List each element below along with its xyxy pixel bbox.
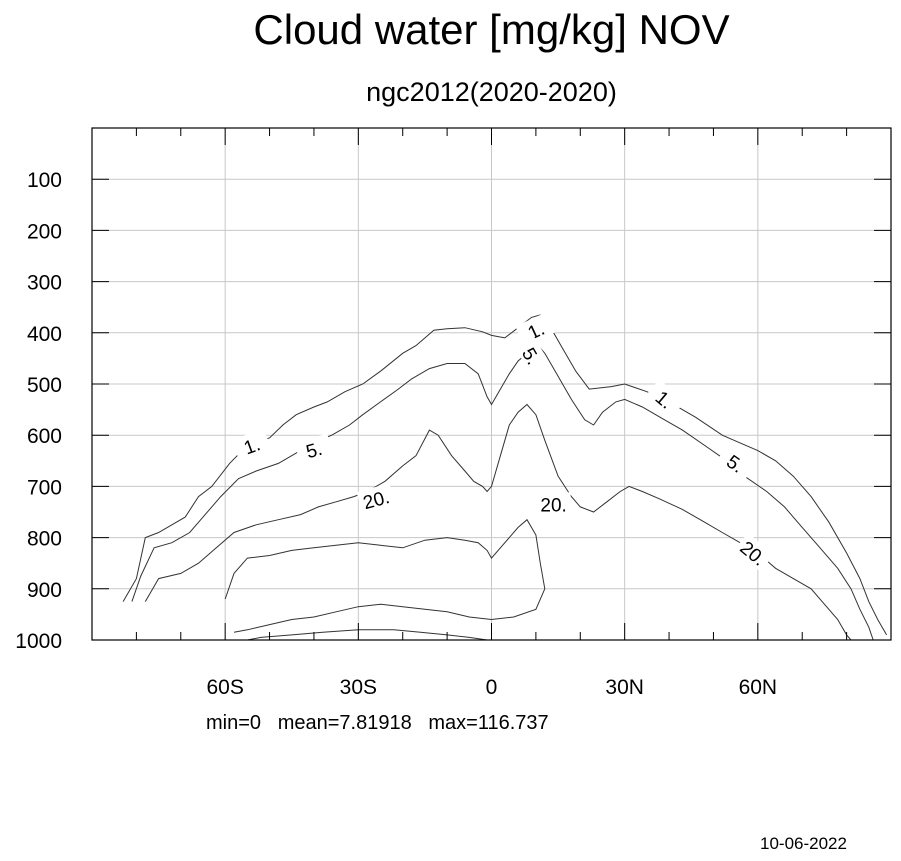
y-tick-label: 800 (27, 528, 62, 551)
contour-label-bg (645, 379, 686, 418)
contour-label-bg (231, 428, 272, 461)
contour-label: 1. (241, 434, 263, 459)
x-tick-label: 60N (739, 676, 778, 699)
date-annotation: 10-06-2022 (760, 834, 847, 853)
axis-ticks (92, 128, 891, 641)
x-tick-label: 30S (340, 676, 377, 699)
contour-line (122, 314, 888, 636)
y-tick-label: 700 (27, 476, 62, 499)
y-tick-label: 600 (27, 425, 62, 448)
contour-label-bg (294, 433, 333, 464)
contour-label: 5. (304, 439, 325, 463)
stats-annotation: min=0 mean=7.81918 max=116.737 (206, 712, 549, 734)
grid-lines (92, 128, 891, 641)
x-tick-label: 0 (486, 676, 498, 699)
contour-label-bg (733, 532, 775, 572)
contour-label-bg (514, 335, 551, 376)
y-tick-label: 1000 (15, 630, 62, 653)
x-tick-labels: 60S 30S 0 30N 60N (206, 676, 777, 699)
y-tick-label: 300 (27, 272, 62, 295)
y-tick-labels: 100 200 300 400 500 600 700 800 900 1000 (15, 169, 62, 653)
contour-label-bg (515, 312, 556, 347)
y-tick-label: 900 (27, 579, 62, 602)
y-tick-label: 200 (27, 220, 62, 243)
contour-lines (122, 314, 888, 641)
contour-label: 20. (540, 495, 566, 516)
y-tick-label: 500 (27, 374, 62, 397)
chart-title: Cloud water [mg/kg] NOV (253, 6, 730, 53)
y-tick-label: 400 (27, 323, 62, 346)
contour-label-bg (536, 492, 571, 515)
contour-line (144, 403, 852, 641)
y-tick-label: 100 (27, 169, 62, 192)
contour-labels: 1.1.1.5.5.5.20. 20.20. (231, 312, 775, 572)
contour-label-bg (356, 483, 396, 514)
x-tick-label: 60S (206, 676, 243, 699)
contour-label-bg (715, 443, 757, 482)
chart-subtitle: ngc2012(2020-2020) (366, 77, 617, 107)
contour-line (224, 518, 546, 633)
x-tick-label: 30N (605, 676, 644, 699)
contour-line (131, 342, 874, 641)
contour-line (247, 629, 488, 641)
